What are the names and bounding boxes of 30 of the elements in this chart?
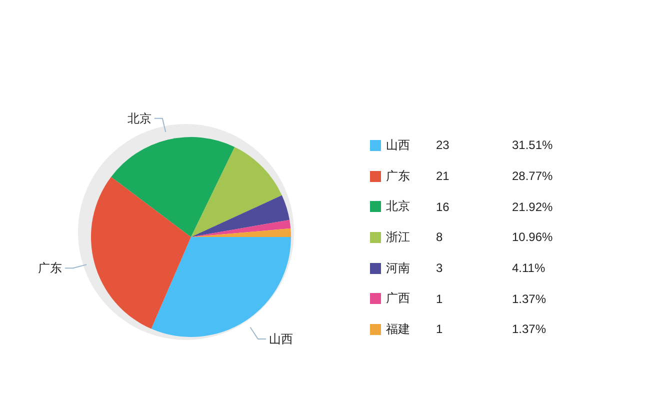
- data-label: 21: [436, 169, 450, 184]
- slice-label: 北京: [127, 111, 152, 126]
- slice-label: 广东: [38, 261, 62, 276]
- data-label: 16: [436, 200, 450, 214]
- pie-slice: [191, 147, 282, 237]
- pie-slice: [191, 195, 290, 237]
- legend-label: 河南: [386, 260, 411, 277]
- text: 21.92%: [512, 200, 553, 214]
- legend-label: 福建: [386, 320, 411, 338]
- legend-label: 北京: [386, 198, 411, 216]
- text: 4.11%: [512, 261, 546, 276]
- legend-label: 广东: [386, 168, 411, 185]
- data-label: 3: [436, 261, 444, 276]
- data-label: 1: [436, 322, 444, 336]
- text: 10.96%: [512, 230, 553, 244]
- legend-label: 广西: [386, 290, 411, 308]
- pie-slice: [191, 220, 291, 237]
- data-label: 23: [436, 138, 450, 152]
- slice-label: 山西: [268, 332, 293, 346]
- text: 31.51%: [512, 138, 553, 152]
- pie-slice: [191, 228, 291, 237]
- legend-label: 浙江: [386, 228, 411, 246]
- pie-slice: [111, 137, 235, 237]
- data-label: 1: [436, 292, 444, 306]
- text: 28.77%: [512, 169, 553, 184]
- legend-label: 山西: [386, 136, 411, 154]
- data-label: 8: [436, 230, 444, 244]
- pie-slice: [91, 176, 191, 329]
- text: 1.37%: [512, 322, 546, 336]
- text: 1.37%: [512, 292, 546, 306]
